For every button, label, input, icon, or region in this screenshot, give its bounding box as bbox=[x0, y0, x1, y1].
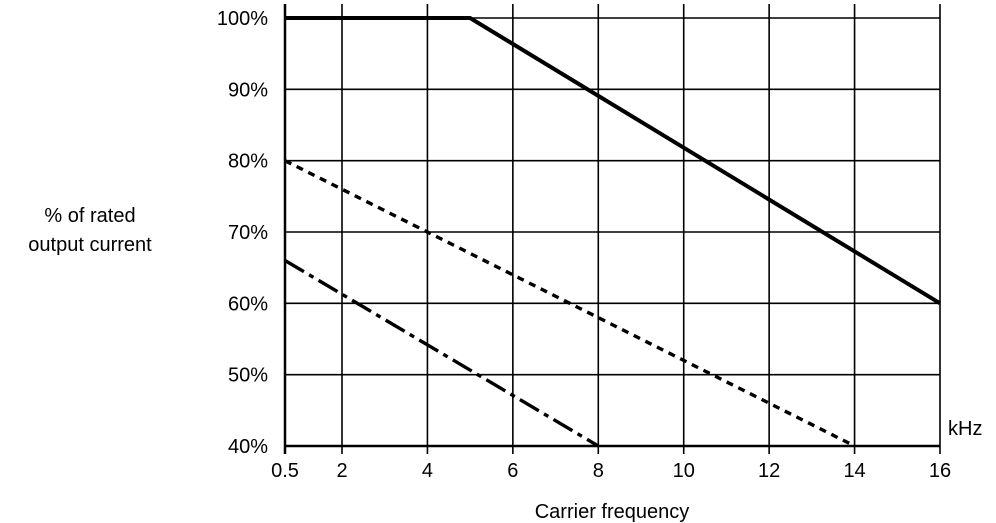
series-line-dotted bbox=[284, 159, 856, 448]
y-tick-label: 80% bbox=[228, 151, 268, 173]
y-tick-label: 100% bbox=[217, 8, 268, 30]
chart-series bbox=[284, 16, 942, 448]
x-axis-title: Carrier frequency bbox=[535, 501, 690, 523]
y-tick-label: 50% bbox=[228, 365, 268, 387]
x-tick-label: 2 bbox=[336, 460, 347, 482]
series-line-dash-dot bbox=[284, 259, 600, 448]
y-tick-label: 90% bbox=[228, 79, 268, 101]
y-axis-title-line-2: output current bbox=[28, 234, 152, 256]
x-tick-label: 4 bbox=[422, 460, 433, 482]
y-tick-label: 40% bbox=[228, 436, 268, 458]
x-tick-label: 14 bbox=[843, 460, 865, 482]
x-tick-label: 8 bbox=[593, 460, 604, 482]
y-tick-labels: 40% 50% 60% 70% 80% 90% 100% bbox=[217, 8, 268, 458]
x-tick-label: 12 bbox=[758, 460, 780, 482]
y-axis-title-line-1: % of rated bbox=[44, 205, 135, 227]
chart-grid bbox=[283, 4, 941, 454]
x-tick-label: 10 bbox=[673, 460, 695, 482]
y-tick-label: 60% bbox=[228, 293, 268, 315]
x-tick-label: 0.5 bbox=[271, 460, 299, 482]
x-tick-label: 6 bbox=[507, 460, 518, 482]
x-unit-label: kHz bbox=[948, 418, 982, 440]
x-tick-labels: 0.5 2 4 6 8 10 12 14 16 bbox=[271, 460, 951, 482]
x-tick-label: 16 bbox=[929, 460, 951, 482]
y-tick-label: 70% bbox=[228, 222, 268, 244]
series-line-solid bbox=[285, 16, 942, 306]
